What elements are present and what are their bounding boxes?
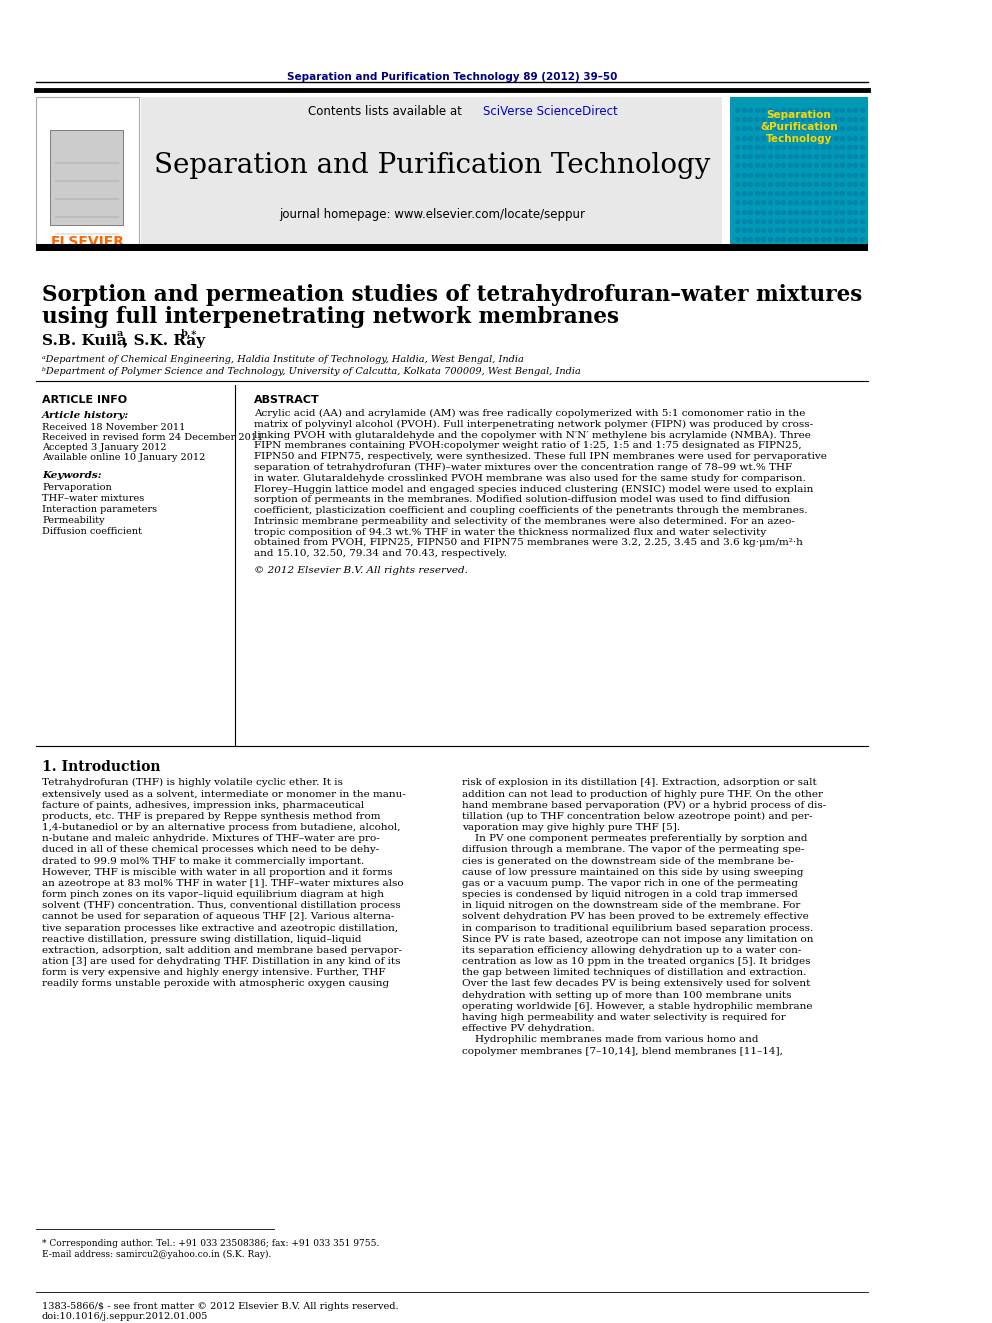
Text: , S.K. Ray: , S.K. Ray xyxy=(123,335,205,348)
Text: the gap between limited techniques of distillation and extraction.: the gap between limited techniques of di… xyxy=(461,968,806,978)
Bar xyxy=(37,245,868,251)
Text: n-butane and maleic anhydride. Mixtures of THF–water are pro-: n-butane and maleic anhydride. Mixtures … xyxy=(42,835,380,843)
Text: and 15.10, 32.50, 79.34 and 70.43, respectively.: and 15.10, 32.50, 79.34 and 70.43, respe… xyxy=(254,549,507,558)
Text: E-mail address: samircu2@yahoo.co.in (S.K. Ray).: E-mail address: samircu2@yahoo.co.in (S.… xyxy=(42,1250,272,1259)
Text: Accepted 3 January 2012: Accepted 3 January 2012 xyxy=(42,443,167,452)
Text: cies is generated on the downstream side of the membrane be-: cies is generated on the downstream side… xyxy=(461,856,794,865)
Text: SciVerse ScienceDirect: SciVerse ScienceDirect xyxy=(483,105,618,118)
Text: Sorption and permeation studies of tetrahydrofuran–water mixtures: Sorption and permeation studies of tetra… xyxy=(42,284,862,307)
Text: * Corresponding author. Tel.: +91 033 23508386; fax: +91 033 351 9755.: * Corresponding author. Tel.: +91 033 23… xyxy=(42,1240,379,1249)
Text: &Purification: &Purification xyxy=(760,122,838,132)
Text: in comparison to traditional equilibrium based separation process.: in comparison to traditional equilibrium… xyxy=(461,923,812,933)
Text: centration as low as 10 ppm in the treated organics [5]. It bridges: centration as low as 10 ppm in the treat… xyxy=(461,957,810,966)
Text: gas or a vacuum pump. The vapor rich in one of the permeating: gas or a vacuum pump. The vapor rich in … xyxy=(461,878,798,888)
Text: ation [3] are used for dehydrating THF. Distillation in any kind of its: ation [3] are used for dehydrating THF. … xyxy=(42,957,401,966)
Text: ARTICLE INFO: ARTICLE INFO xyxy=(42,396,127,405)
Text: Available online 10 January 2012: Available online 10 January 2012 xyxy=(42,452,205,462)
Text: Over the last few decades PV is being extensively used for solvent: Over the last few decades PV is being ex… xyxy=(461,979,809,988)
Text: 1. Introduction: 1. Introduction xyxy=(42,761,161,774)
Text: cause of low pressure maintained on this side by using sweeping: cause of low pressure maintained on this… xyxy=(461,868,804,877)
Text: coefficient, plasticization coefficient and coupling coefficients of the penetra: coefficient, plasticization coefficient … xyxy=(254,507,807,515)
Text: Acrylic acid (AA) and acrylamide (AM) was free radically copolymerized with 5:1 : Acrylic acid (AA) and acrylamide (AM) wa… xyxy=(254,409,805,418)
Text: using full interpenetrating network membranes: using full interpenetrating network memb… xyxy=(42,307,619,328)
Text: its separation efficiency allowing dehydration up to a water con-: its separation efficiency allowing dehyd… xyxy=(461,946,801,955)
Text: form is very expensive and highly energy intensive. Further, THF: form is very expensive and highly energy… xyxy=(42,968,386,978)
Text: matrix of polyvinyl alcohol (PVOH). Full interpenetrating network polymer (FIPN): matrix of polyvinyl alcohol (PVOH). Full… xyxy=(254,419,812,429)
Text: Contents lists available at: Contents lists available at xyxy=(309,105,466,118)
Text: Intrinsic membrane permeability and selectivity of the membranes were also deter: Intrinsic membrane permeability and sele… xyxy=(254,517,795,525)
Text: Received in revised form 24 December 2011: Received in revised form 24 December 201… xyxy=(42,433,263,442)
Text: products, etc. THF is prepared by Reppe synthesis method from: products, etc. THF is prepared by Reppe … xyxy=(42,812,381,820)
Text: Florey–Huggin lattice model and engaged species induced clustering (ENSIC) model: Florey–Huggin lattice model and engaged … xyxy=(254,484,813,493)
Text: facture of paints, adhesives, impression inks, pharmaceutical: facture of paints, adhesives, impression… xyxy=(42,800,364,810)
Text: Hydrophilic membranes made from various homo and: Hydrophilic membranes made from various … xyxy=(461,1036,758,1044)
Text: 1383-5866/$ - see front matter © 2012 Elsevier B.V. All rights reserved.: 1383-5866/$ - see front matter © 2012 El… xyxy=(42,1302,399,1311)
Text: extraction, adsorption, salt addition and membrane based pervapor-: extraction, adsorption, salt addition an… xyxy=(42,946,402,955)
Text: Since PV is rate based, azeotrope can not impose any limitation on: Since PV is rate based, azeotrope can no… xyxy=(461,935,813,943)
Text: solvent (THF) concentration. Thus, conventional distillation process: solvent (THF) concentration. Thus, conve… xyxy=(42,901,401,910)
Text: cannot be used for separation of aqueous THF [2]. Various alterna-: cannot be used for separation of aqueous… xyxy=(42,913,395,921)
Text: b,∗: b,∗ xyxy=(181,329,197,339)
Text: FIPN membranes containing PVOH:copolymer weight ratio of 1:25, 1:5 and 1:75 desi: FIPN membranes containing PVOH:copolymer… xyxy=(254,442,802,450)
Text: copolymer membranes [7–10,14], blend membranes [11–14],: copolymer membranes [7–10,14], blend mem… xyxy=(461,1046,783,1056)
Text: effective PV dehydration.: effective PV dehydration. xyxy=(461,1024,594,1033)
Text: solvent dehydration PV has been proved to be extremely effective: solvent dehydration PV has been proved t… xyxy=(461,913,808,921)
Text: extensively used as a solvent, intermediate or monomer in the manu-: extensively used as a solvent, intermedi… xyxy=(42,790,406,799)
Text: sorption of permeants in the membranes. Modified solution-diffusion model was us: sorption of permeants in the membranes. … xyxy=(254,495,790,504)
Text: hand membrane based pervaporation (PV) or a hybrid process of dis-: hand membrane based pervaporation (PV) o… xyxy=(461,800,825,810)
Text: © 2012 Elsevier B.V. All rights reserved.: © 2012 Elsevier B.V. All rights reserved… xyxy=(254,566,467,576)
Text: obtained from PVOH, FIPN25, FIPN50 and FIPN75 membranes were 3.2, 2.25, 3.45 and: obtained from PVOH, FIPN25, FIPN50 and F… xyxy=(254,538,803,548)
Text: Interaction parameters: Interaction parameters xyxy=(42,505,157,513)
Text: reactive distillation, pressure swing distillation, liquid–liquid: reactive distillation, pressure swing di… xyxy=(42,935,361,943)
Bar xyxy=(37,97,139,245)
Bar xyxy=(51,130,123,225)
Text: ABSTRACT: ABSTRACT xyxy=(254,396,319,405)
Text: Separation and Purification Technology: Separation and Purification Technology xyxy=(154,152,710,179)
Text: risk of explosion in its distillation [4]. Extraction, adsorption or salt: risk of explosion in its distillation [4… xyxy=(461,778,816,787)
Bar xyxy=(730,97,868,245)
Text: having high permeability and water selectivity is required for: having high permeability and water selec… xyxy=(461,1013,786,1023)
Text: addition can not lead to production of highly pure THF. On the other: addition can not lead to production of h… xyxy=(461,790,822,799)
Text: FIPN50 and FIPN75, respectively, were synthesized. These full IPN membranes were: FIPN50 and FIPN75, respectively, were sy… xyxy=(254,452,826,462)
Text: separation of tetrahydrofuran (THF)–water mixtures over the concentration range : separation of tetrahydrofuran (THF)–wate… xyxy=(254,463,792,472)
Text: an azeotrope at 83 mol% THF in water [1]. THF–water mixtures also: an azeotrope at 83 mol% THF in water [1]… xyxy=(42,878,404,888)
Text: Technology: Technology xyxy=(766,134,832,144)
Text: Separation and Purification Technology 89 (2012) 39–50: Separation and Purification Technology 8… xyxy=(288,71,618,82)
Text: ᵃDepartment of Chemical Engineering, Haldia Institute of Technology, Haldia, Wes: ᵃDepartment of Chemical Engineering, Hal… xyxy=(42,356,524,364)
Text: Article history:: Article history: xyxy=(42,411,129,421)
Text: Pervaporation: Pervaporation xyxy=(42,483,112,492)
Text: form pinch zones on its vapor–liquid equilibrium diagram at high: form pinch zones on its vapor–liquid equ… xyxy=(42,890,384,900)
Text: Tetrahydrofuran (THF) is highly volatile cyclic ether. It is: Tetrahydrofuran (THF) is highly volatile… xyxy=(42,778,343,787)
Text: Keywords:: Keywords: xyxy=(42,471,101,480)
Text: Separation: Separation xyxy=(767,110,831,120)
Text: in liquid nitrogen on the downstream side of the membrane. For: in liquid nitrogen on the downstream sid… xyxy=(461,901,800,910)
Text: Diffusion coefficient: Diffusion coefficient xyxy=(42,527,142,536)
Text: tive separation processes like extractive and azeotropic distillation,: tive separation processes like extractiv… xyxy=(42,923,398,933)
Text: Received 18 November 2011: Received 18 November 2011 xyxy=(42,423,186,433)
Text: journal homepage: www.elsevier.com/locate/seppur: journal homepage: www.elsevier.com/locat… xyxy=(280,208,585,221)
Text: linking PVOH with glutaraldehyde and the copolymer with N′N′ methylene bis acryl: linking PVOH with glutaraldehyde and the… xyxy=(254,431,810,439)
Text: tropic composition of 94.3 wt.% THF in water the thickness normalized flux and w: tropic composition of 94.3 wt.% THF in w… xyxy=(254,528,766,537)
Text: Permeability: Permeability xyxy=(42,516,104,525)
Text: readily forms unstable peroxide with atmospheric oxygen causing: readily forms unstable peroxide with atm… xyxy=(42,979,389,988)
Text: duced in all of these chemical processes which need to be dehy-: duced in all of these chemical processes… xyxy=(42,845,379,855)
Bar xyxy=(142,97,722,245)
Text: doi:10.1016/j.seppur.2012.01.005: doi:10.1016/j.seppur.2012.01.005 xyxy=(42,1312,208,1322)
Text: dehydration with setting up of more than 100 membrane units: dehydration with setting up of more than… xyxy=(461,991,791,1000)
Text: However, THF is miscible with water in all proportion and it forms: However, THF is miscible with water in a… xyxy=(42,868,393,877)
Text: THF–water mixtures: THF–water mixtures xyxy=(42,493,144,503)
Text: ELSEVIER: ELSEVIER xyxy=(51,235,125,250)
Text: a: a xyxy=(117,329,123,339)
Text: diffusion through a membrane. The vapor of the permeating spe-: diffusion through a membrane. The vapor … xyxy=(461,845,804,855)
Text: operating worldwide [6]. However, a stable hydrophilic membrane: operating worldwide [6]. However, a stab… xyxy=(461,1002,812,1011)
Text: drated to 99.9 mol% THF to make it commercially important.: drated to 99.9 mol% THF to make it comme… xyxy=(42,856,364,865)
Text: S.B. Kuila: S.B. Kuila xyxy=(42,335,127,348)
Text: 1,4-butanediol or by an alternative process from butadiene, alcohol,: 1,4-butanediol or by an alternative proc… xyxy=(42,823,401,832)
Text: In PV one component permeates preferentially by sorption and: In PV one component permeates preferenti… xyxy=(461,835,807,843)
Text: in water. Glutaraldehyde crosslinked PVOH membrane was also used for the same st: in water. Glutaraldehyde crosslinked PVO… xyxy=(254,474,806,483)
Text: tillation (up to THF concentration below azeotrope point) and per-: tillation (up to THF concentration below… xyxy=(461,812,812,822)
Text: ᵇDepartment of Polymer Science and Technology, University of Calcutta, Kolkata 7: ᵇDepartment of Polymer Science and Techn… xyxy=(42,368,581,376)
Text: species is condensed by liquid nitrogen in a cold trap immersed: species is condensed by liquid nitrogen … xyxy=(461,890,798,900)
Text: vaporation may give highly pure THF [5].: vaporation may give highly pure THF [5]. xyxy=(461,823,680,832)
